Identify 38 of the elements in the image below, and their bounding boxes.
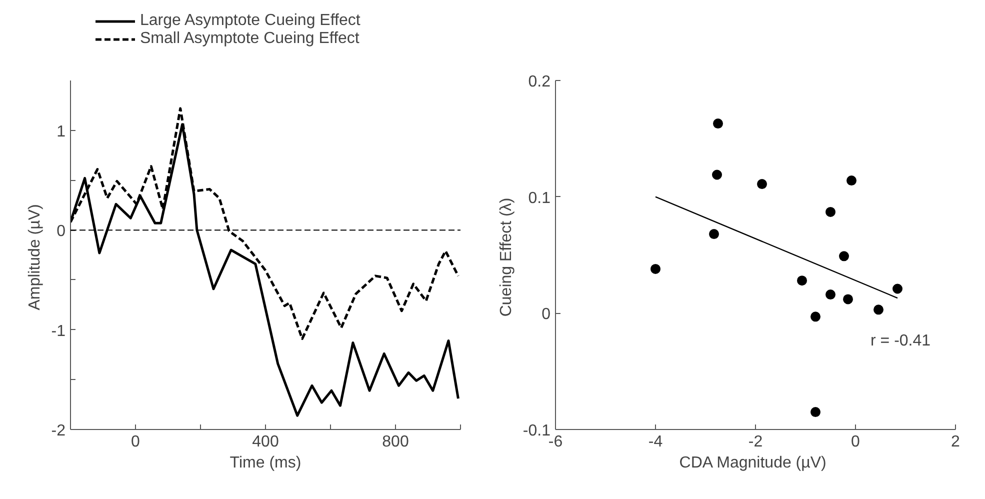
- y-axis-title: Cueing Effect (λ): [498, 198, 515, 317]
- legend-label: Small Asymptote Cueing Effect: [140, 30, 360, 48]
- y-tick-label: 0: [56, 223, 66, 240]
- point: [757, 179, 767, 190]
- x-tick-label: -2: [748, 434, 763, 450]
- y-tick-label: 0.1: [528, 190, 551, 207]
- point: [892, 284, 902, 294]
- x-tick-label: 0: [131, 434, 140, 450]
- y-tick-label: 0: [542, 306, 551, 324]
- x-axis-title: Time (ms): [230, 454, 302, 472]
- x-axis-title: CDA Magnitude (µV): [679, 454, 826, 472]
- point: [810, 407, 820, 418]
- y-tick-label: -2: [51, 422, 66, 440]
- point: [826, 206, 836, 217]
- point: [709, 229, 719, 240]
- point: [797, 276, 807, 286]
- point: [650, 264, 660, 274]
- point: [843, 294, 853, 304]
- legend-label: Large Asymptote Cueing Effect: [140, 12, 360, 30]
- y-tick-label: 0.2: [528, 74, 551, 90]
- y-tick-label: -1: [51, 322, 66, 340]
- y-tick-label: -0.1: [522, 422, 551, 440]
- x-tick-label: -4: [648, 434, 663, 450]
- x-tick-label: -6: [548, 434, 563, 450]
- point: [810, 312, 820, 322]
- point: [846, 176, 856, 186]
- x-tick-label: 2: [951, 434, 960, 450]
- point: [826, 290, 836, 300]
- point: [713, 118, 723, 129]
- point: [839, 251, 849, 262]
- x-tick-label: 400: [252, 434, 279, 450]
- point: [712, 170, 722, 180]
- point: [874, 304, 884, 315]
- x-tick-label: 0: [851, 434, 860, 450]
- x-tick-label: 800: [382, 434, 409, 450]
- annotation: r = -0.41: [870, 332, 931, 350]
- y-axis-title: Amplitude (µV): [26, 204, 44, 310]
- y-tick-label: 1: [56, 123, 66, 140]
